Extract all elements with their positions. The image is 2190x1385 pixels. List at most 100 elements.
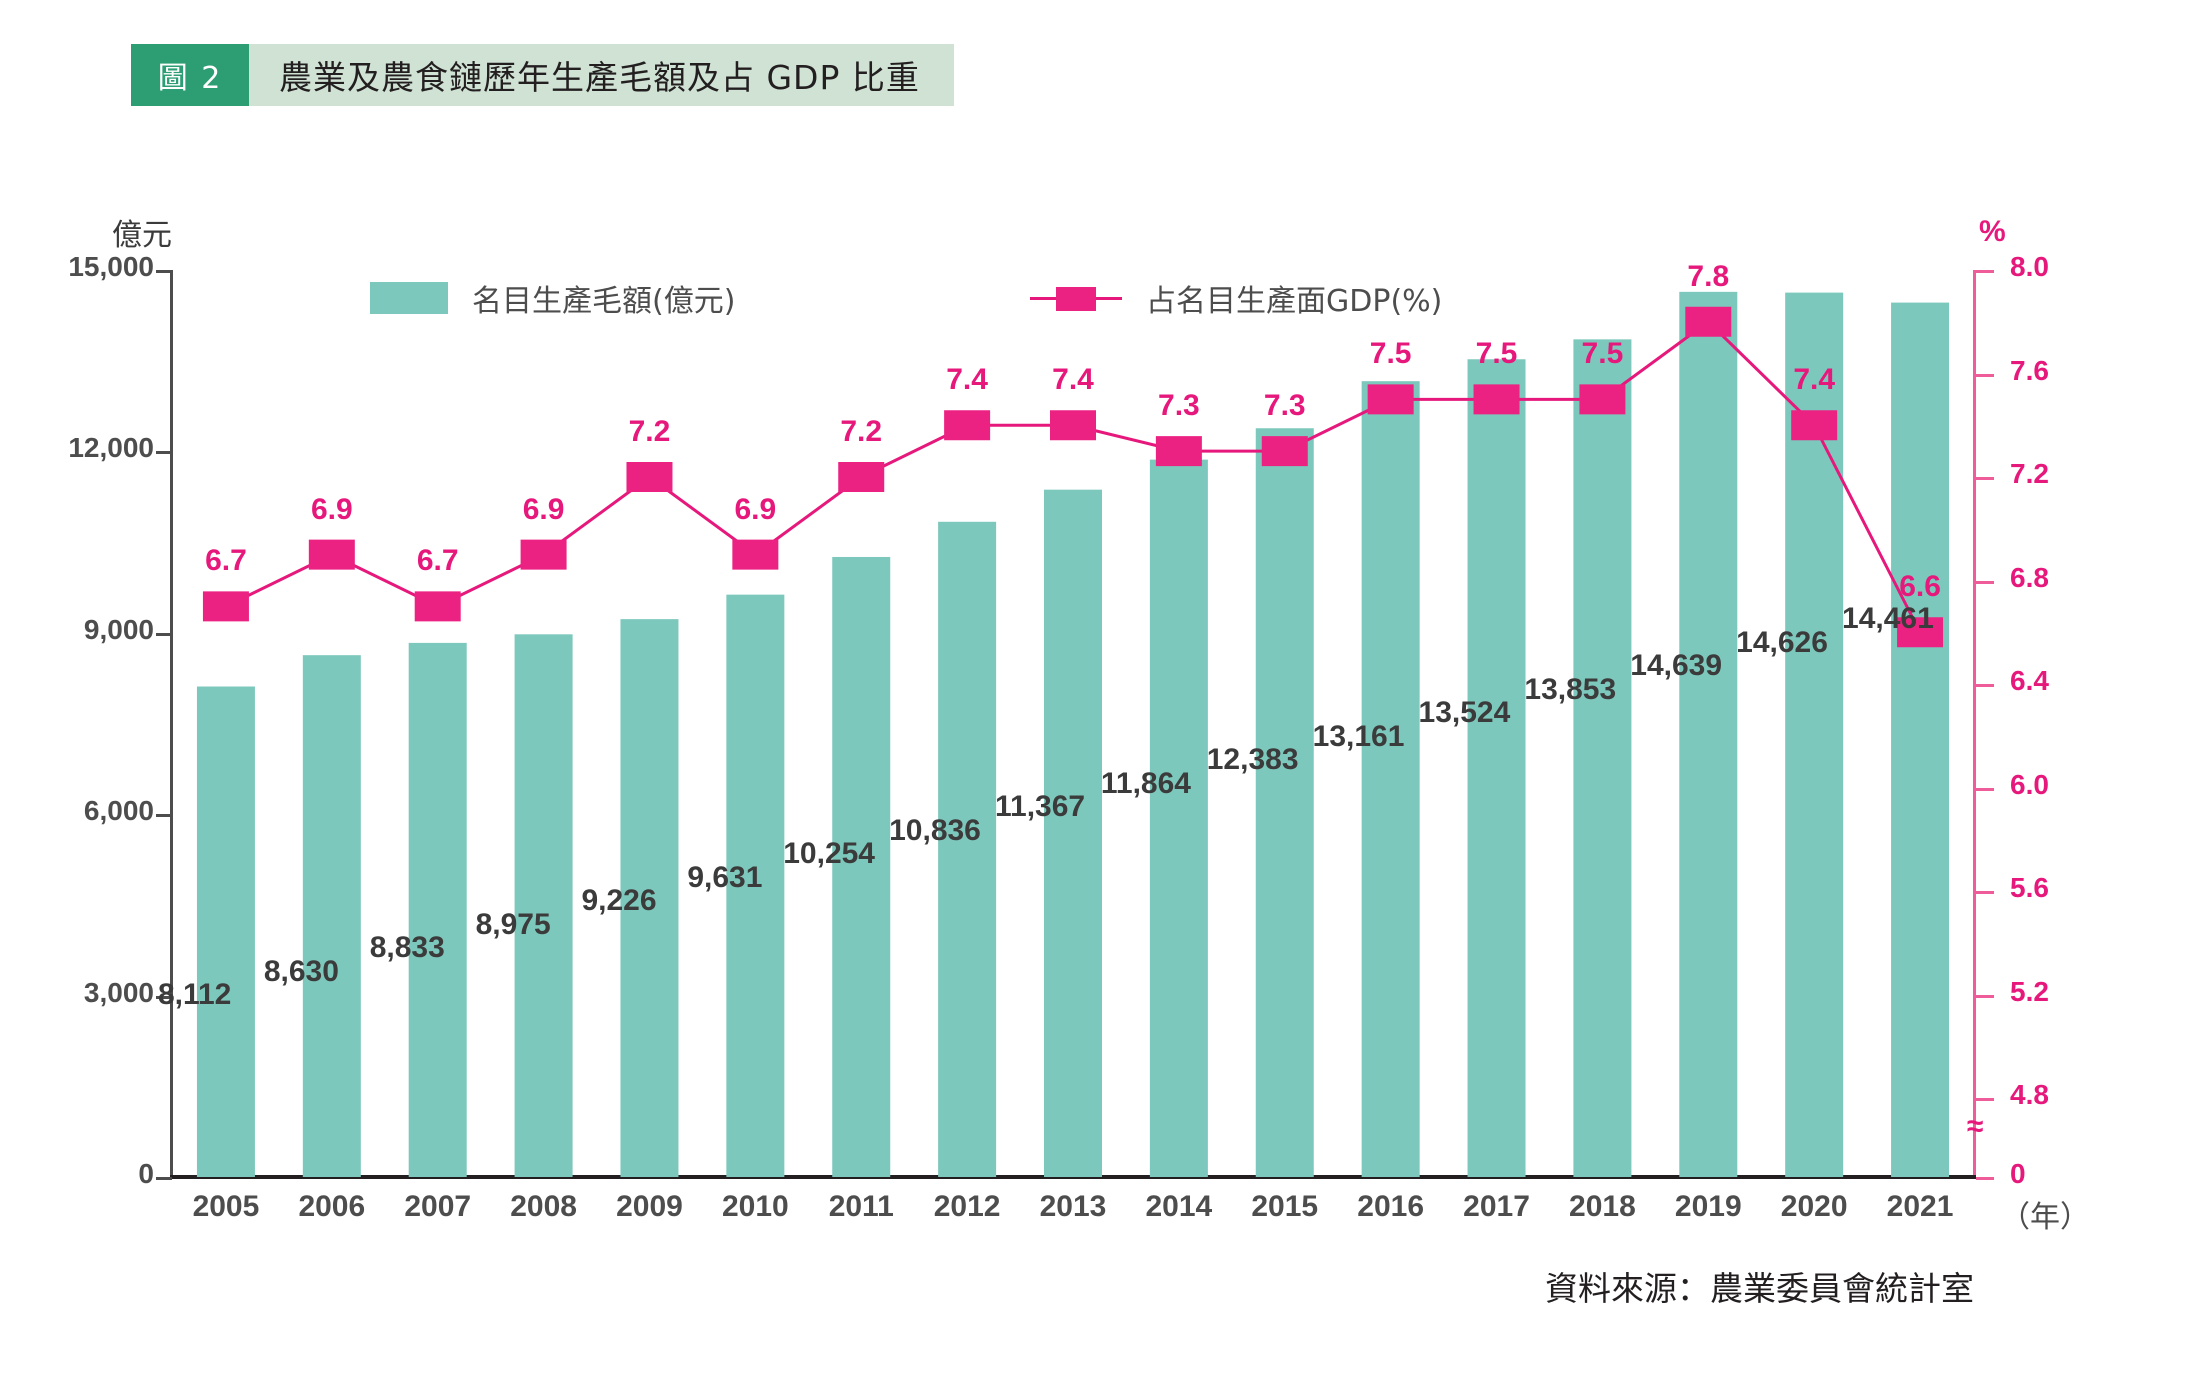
bar-value-label: 9,631: [687, 860, 763, 894]
line-marker: [1897, 617, 1944, 648]
bar: [196, 686, 255, 1177]
legend-label-line: 占名目生產面GDP(%): [1146, 284, 1443, 319]
bar-value-label: 8,630: [263, 954, 339, 988]
right-tick-label: 6.0: [2010, 768, 2049, 800]
bar: [1573, 339, 1632, 1178]
bar-value-label: 13,524: [1418, 696, 1511, 729]
x-axis-unit-label: （年）: [2000, 1200, 2090, 1235]
figure-number-tag: 圖 2: [131, 44, 249, 106]
x-tick-label: 2012: [933, 1190, 1001, 1223]
x-tick-label: 2016: [1357, 1190, 1425, 1223]
line-marker: [626, 462, 673, 492]
bar-value-label: 9,226: [581, 884, 657, 917]
bar-value-label: 12,383: [1206, 743, 1299, 776]
left-tick-label: 15,000: [68, 251, 154, 282]
bar: [1149, 459, 1208, 1177]
right-tick-mark: [1976, 580, 1994, 584]
bar: [1044, 489, 1102, 1177]
bar: [1255, 428, 1314, 1177]
line-marker: [1473, 384, 1520, 415]
right-tick-label: 8.0: [2010, 251, 2049, 282]
right-tick-label: 7.6: [2010, 354, 2049, 386]
line-value-label: 6.7: [416, 544, 459, 578]
right-tick-mark: [1976, 373, 1994, 377]
figure-title-bar: 圖 2 農業及農食鏈歷年生產毛額及占 GDP 比重: [131, 44, 954, 106]
right-tick-mark: [1976, 891, 1994, 894]
line-value-label: 6.9: [310, 492, 353, 526]
bar: [408, 642, 467, 1177]
left-tick-mark: [156, 995, 172, 999]
bar: [514, 634, 573, 1177]
line-value-label: 7.3: [1158, 389, 1200, 423]
line-value-label: 7.2: [628, 415, 671, 448]
x-tick-label: 2019: [1674, 1190, 1742, 1223]
bar-value-label: 10,254: [783, 837, 875, 870]
line-value-label: 7.5: [1369, 337, 1412, 371]
x-tick-label: 2018: [1569, 1190, 1636, 1223]
right-tick-label: 4.8: [2010, 1079, 2049, 1110]
x-tick-label: 2008: [510, 1190, 577, 1223]
left-tick-label: 9,000: [83, 613, 154, 645]
source-note: 資料來源：農業委員會統計室: [1545, 1269, 1974, 1308]
line-marker: [1367, 384, 1414, 415]
legend-label-bar: 名目生產毛額(億元): [472, 284, 736, 319]
x-tick-label: 2021: [1886, 1190, 1954, 1223]
bar: [1891, 302, 1950, 1177]
right-axis-unit-label: %: [1979, 215, 2006, 248]
right-tick-label: 5.6: [2010, 872, 2049, 903]
line-marker: [1050, 410, 1096, 441]
chart-legend: 名目生產毛額(億元) 占名目生產面GDP(%): [0, 276, 2190, 319]
legend-item-line[interactable]: 占名目生產面GDP(%): [1030, 276, 1442, 320]
bar-value-label: 11,367: [995, 790, 1086, 823]
bar-swatch-icon: [370, 282, 448, 314]
right-tick-label: 7.2: [2010, 458, 2049, 489]
line-value-label: 7.4: [1052, 363, 1094, 397]
bar-value-label: 8,833: [369, 931, 445, 964]
left-tick-mark: [156, 632, 172, 636]
right-tick-mark: [1976, 477, 1994, 480]
line-value-label: 7.8: [1687, 259, 1730, 293]
line-value-label: 7.4: [946, 363, 988, 397]
line-marker: [308, 539, 355, 570]
line-marker: [414, 591, 461, 622]
page-title: 農業及農食鏈歷年生產毛額及占 GDP 比重: [249, 44, 954, 106]
x-tick-label: 2005: [192, 1190, 260, 1223]
x-tick-label: 2020: [1780, 1190, 1848, 1223]
right-tick-mark: [1976, 1177, 1994, 1180]
bar: [938, 521, 997, 1177]
line-series-markers: [202, 306, 1944, 648]
line-value-label: 7.3: [1263, 389, 1306, 423]
x-tick-label: 2011: [828, 1190, 894, 1223]
x-tick-label: 2013: [1039, 1190, 1107, 1223]
line-value-label: 7.5: [1475, 337, 1518, 371]
line-value-label: 6.9: [522, 492, 565, 526]
x-tick-label: 2006: [298, 1190, 366, 1223]
bar-value-label: 8,975: [475, 907, 551, 941]
right-tick-mark: [1976, 1098, 1994, 1101]
bar: [1467, 359, 1526, 1178]
x-tick-label: 2015: [1251, 1190, 1319, 1223]
axis-break-icon: ≈: [1967, 1110, 1984, 1143]
left-tick-mark: [156, 270, 172, 273]
line-value-label: 7.2: [840, 415, 883, 448]
bar: [620, 619, 679, 1177]
right-tick-label: 5.2: [2010, 975, 2049, 1007]
bar-value-label: 10,836: [889, 813, 981, 847]
left-tick-label: 0: [138, 1158, 154, 1189]
bar-value-label: 13,161: [1312, 719, 1405, 753]
line-value-label: 6.6: [1899, 570, 1941, 604]
left-tick-mark: [156, 814, 172, 818]
line-value-label: 7.4: [1793, 363, 1836, 397]
line-marker: [1155, 436, 1202, 467]
right-axis-line: [1973, 270, 1976, 1177]
legend-item-bar[interactable]: 名目生產毛額(億元): [370, 276, 735, 320]
x-tick-label: 2014: [1145, 1190, 1213, 1223]
left-tick-label: 6,000: [83, 795, 154, 827]
bar-value-label: 14,639: [1630, 649, 1723, 682]
left-tick-label: 12,000: [68, 432, 154, 464]
bar-value-label: 14,461: [1842, 602, 1934, 635]
bar: [1679, 291, 1738, 1177]
bar: [726, 594, 785, 1177]
line-value-label: 6.9: [734, 492, 777, 526]
